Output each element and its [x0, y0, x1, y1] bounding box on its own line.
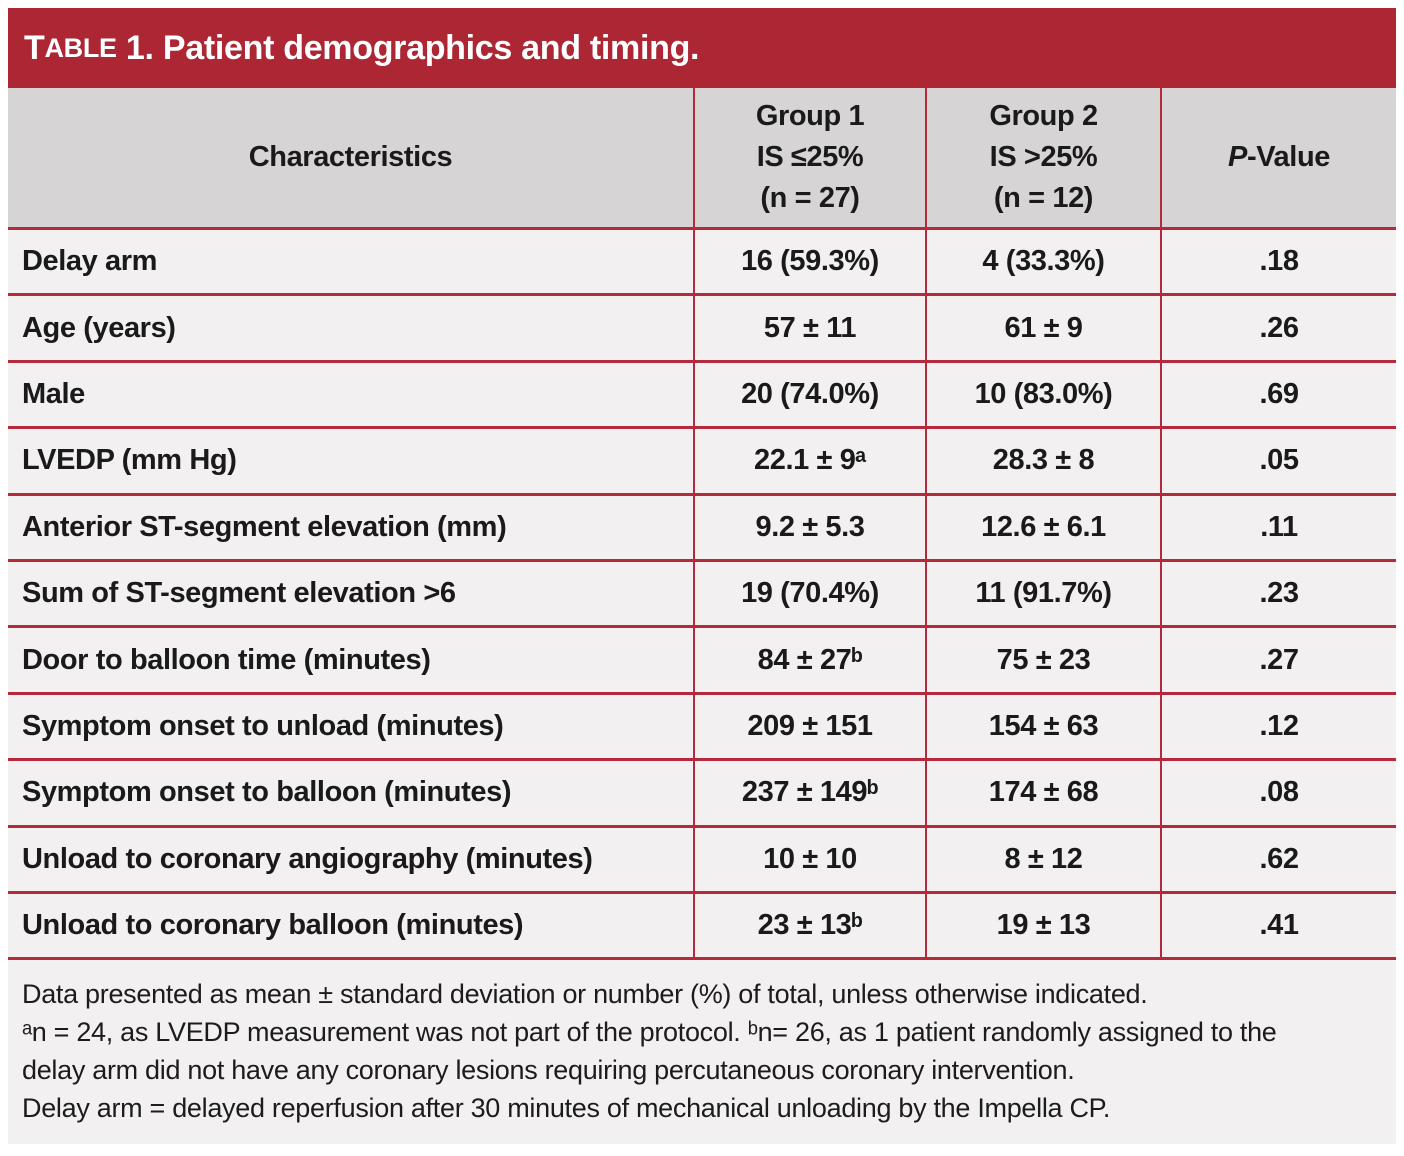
table-title-initial: T	[24, 28, 45, 67]
group2-criterion: IS >25%	[989, 141, 1098, 173]
group1-value: 209 ± 151	[693, 694, 925, 759]
row-label: Sum of ST-segment elevation >6	[22, 577, 456, 610]
group2-value: 75 ± 23	[925, 628, 1160, 692]
column-header-group1: Group 1 IS ≤25% (n = 27)	[693, 88, 925, 227]
p-value: .05	[1160, 429, 1396, 493]
table-row-unload-to-angiography: Unload to coronary angiography (minutes)…	[8, 827, 1396, 894]
column-header-characteristics: Characteristics	[8, 88, 693, 227]
group1-value: 16 (59.3%)	[693, 230, 925, 294]
row-label: Unload to coronary balloon (minutes)	[22, 909, 524, 942]
table-row-symptom-onset-to-balloon: Symptom onset to balloon (minutes) 237 ±…	[8, 761, 1396, 828]
group2-value: 174 ± 68	[925, 761, 1160, 825]
group2-value: 4 (33.3%)	[925, 230, 1160, 294]
group1-value: 237 ± 149ᵇ	[693, 761, 925, 825]
group1-value: 84 ± 27ᵇ	[693, 628, 925, 692]
table-row-unload-to-balloon: Unload to coronary balloon (minutes) 23 …	[8, 893, 1396, 961]
table-title-caps: ABLE	[44, 32, 117, 63]
group2-sample-size: (n = 12)	[993, 182, 1094, 214]
pvalue-header-label: P-Value	[1228, 137, 1330, 178]
row-label: Delay arm	[22, 245, 158, 278]
footnote-superscripts-line2: delay arm did not have any coronary lesi…	[22, 1055, 1075, 1086]
group2-value: 8 ± 12	[925, 827, 1160, 891]
group2-value: 12.6 ± 6.1	[925, 495, 1160, 559]
group1-value: 22.1 ± 9ᵃ	[693, 429, 925, 493]
p-value: .12	[1160, 694, 1396, 759]
table-row-delay-arm: Delay arm 16 (59.3%) 4 (33.3%) .18	[8, 230, 1396, 297]
column-header-group2: Group 2 IS >25% (n = 12)	[925, 88, 1160, 227]
table-1-figure: T ABLE 1. Patient demographics and timing…	[8, 8, 1396, 1145]
p-value: .26	[1160, 296, 1396, 360]
row-label: Age (years)	[22, 311, 176, 344]
table-header-row: Characteristics Group 1 IS ≤25% (n = 27)…	[8, 88, 1396, 230]
row-label: Male	[22, 377, 85, 410]
pvalue-rest: -Value	[1246, 141, 1330, 173]
table-row-male: Male 20 (74.0%) 10 (83.0%) .69	[8, 362, 1396, 430]
p-value: .62	[1160, 827, 1396, 891]
group1-value: 20 (74.0%)	[693, 362, 925, 427]
group2-value: 61 ± 9	[925, 296, 1160, 360]
p-value: .11	[1160, 495, 1396, 559]
group2-value: 10 (83.0%)	[925, 362, 1160, 427]
column-header-label: Characteristics	[248, 141, 453, 173]
p-value: .23	[1160, 561, 1396, 626]
group1-value: 9.2 ± 5.3	[693, 495, 925, 559]
table-row-age: Age (years) 57 ± 11 61 ± 9 .26	[8, 296, 1396, 363]
row-label: Symptom onset to balloon (minutes)	[22, 776, 512, 809]
group1-value: 19 (70.4%)	[693, 561, 925, 626]
table-body: Delay arm 16 (59.3%) 4 (33.3%) .18 Age (…	[8, 230, 1396, 961]
group1-criterion: IS ≤25%	[756, 141, 864, 173]
group1-value: 57 ± 11	[693, 296, 925, 360]
group2-value: 28.3 ± 8	[925, 429, 1160, 493]
row-label: Door to balloon time (minutes)	[22, 643, 431, 676]
footnote-superscripts-line1: ᵃn = 24, as LVEDP measurement was not pa…	[22, 1017, 1277, 1048]
p-value: .27	[1160, 628, 1396, 692]
table-row-symptom-onset-to-unload: Symptom onset to unload (minutes) 209 ± …	[8, 694, 1396, 762]
group1-value: 10 ± 10	[693, 827, 925, 891]
group1-value: 23 ± 13ᵇ	[693, 893, 925, 958]
pvalue-p: P	[1228, 141, 1247, 173]
row-label: Symptom onset to unload (minutes)	[22, 709, 504, 742]
p-value: .08	[1160, 761, 1396, 825]
group1-title: Group 1	[755, 100, 865, 132]
row-label: Anterior ST-segment elevation (mm)	[22, 510, 507, 543]
table-row-anterior-st-elevation: Anterior ST-segment elevation (mm) 9.2 ±…	[8, 495, 1396, 562]
row-label: LVEDP (mm Hg)	[22, 444, 237, 477]
table-row-sum-st-elevation: Sum of ST-segment elevation >6 19 (70.4%…	[8, 561, 1396, 629]
group2-title: Group 2	[989, 100, 1098, 132]
group2-value: 11 (91.7%)	[925, 561, 1160, 626]
table-title-text: 1. Patient demographics and timing.	[116, 28, 700, 67]
footnote-data-presentation: Data presented as mean ± standard deviat…	[22, 979, 1148, 1010]
group2-value: 19 ± 13	[925, 893, 1160, 958]
table-row-lvedp: LVEDP (mm Hg) 22.1 ± 9ᵃ 28.3 ± 8 .05	[8, 429, 1396, 496]
column-header-pvalue: P-Value	[1160, 88, 1396, 227]
group2-value: 154 ± 63	[925, 694, 1160, 759]
table-title-bar: T ABLE 1. Patient demographics and timing…	[8, 8, 1396, 88]
table-row-door-to-balloon: Door to balloon time (minutes) 84 ± 27ᵇ …	[8, 628, 1396, 695]
p-value: .18	[1160, 230, 1396, 294]
table-footnotes: Data presented as mean ± standard deviat…	[8, 960, 1396, 1145]
row-label: Unload to coronary angiography (minutes)	[22, 842, 593, 875]
group1-sample-size: (n = 27)	[760, 182, 860, 214]
p-value: .69	[1160, 362, 1396, 427]
p-value: .41	[1160, 893, 1396, 958]
footnote-delay-arm-definition: Delay arm = delayed reperfusion after 30…	[22, 1093, 1111, 1124]
